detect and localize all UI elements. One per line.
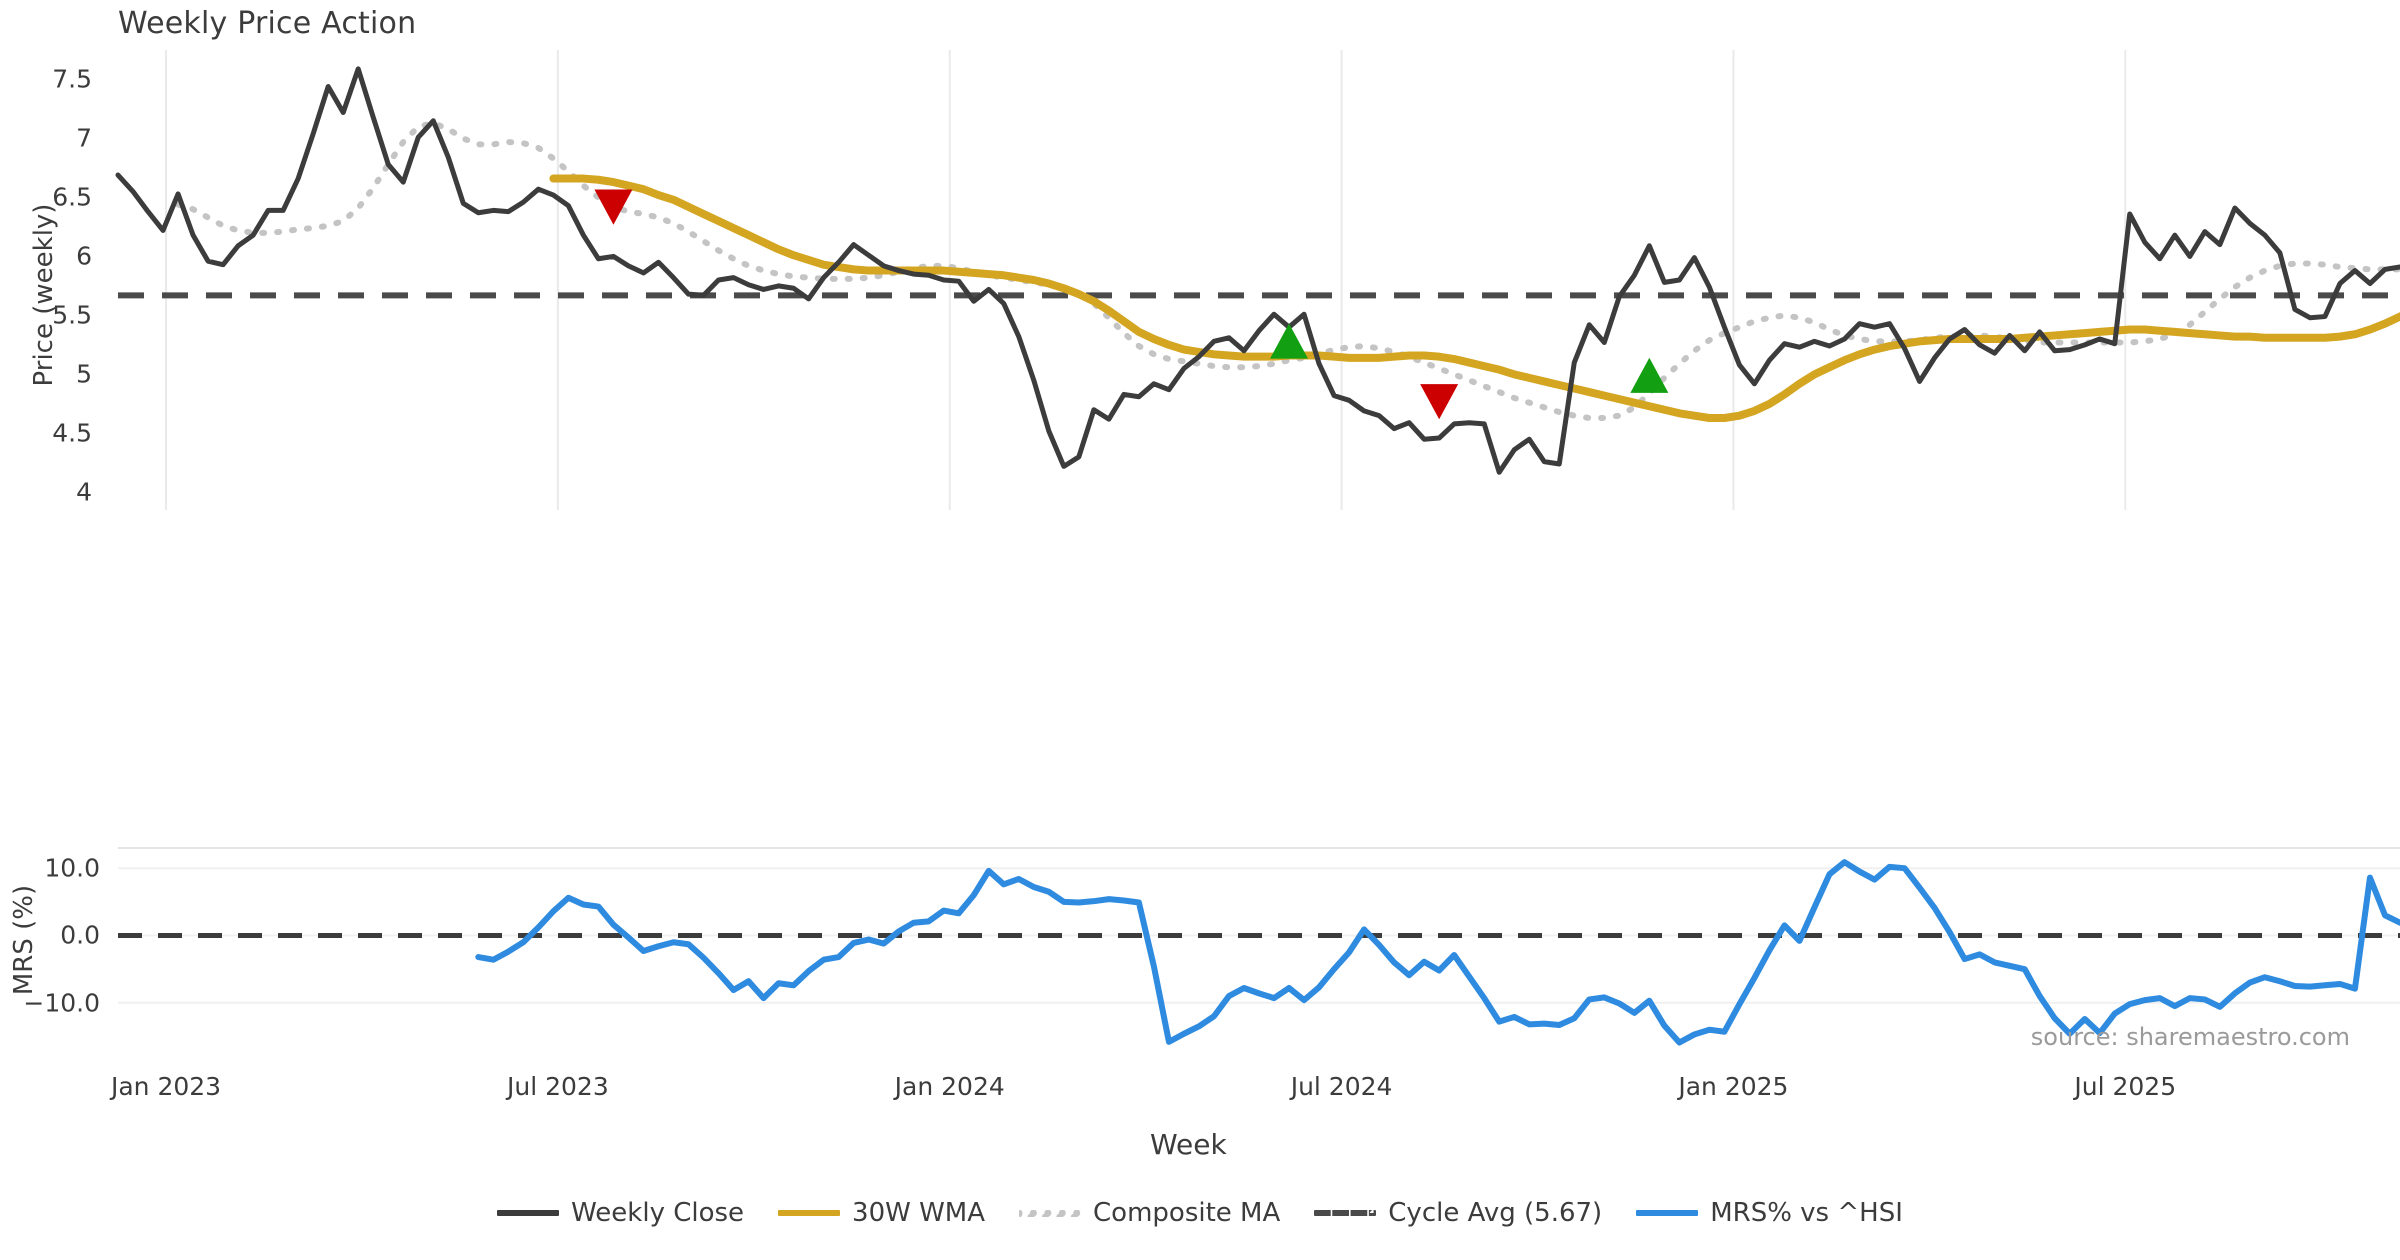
series-mrs (475, 859, 2400, 1046)
page-title: Weekly Price Action (118, 6, 417, 41)
chart-legend: Weekly Close 30W WMA Composite MA Cycle Avg… (0, 1198, 2400, 1228)
price-panel-bg (118, 50, 2400, 510)
x-tick: Jan 2025 (1678, 1072, 1789, 1101)
x-tick: Jan 2024 (894, 1072, 1005, 1101)
legend-label: 30W WMA (852, 1198, 986, 1228)
plot-area (115, 50, 2400, 1046)
x-tick: Jul 2025 (2074, 1072, 2177, 1101)
mrs-y-tick: −10.0 (23, 988, 100, 1018)
x-axis-label: Week (1150, 1128, 1227, 1161)
x-tick: Jul 2024 (1290, 1072, 1393, 1101)
legend-label: MRS% vs ^HSI (1710, 1198, 1903, 1228)
legend-item[interactable]: 30W WMA (778, 1198, 985, 1228)
price-y-tick: 5 (76, 359, 92, 389)
sell-signal-marker[interactable] (1420, 384, 1459, 420)
legend-label: Weekly Close (571, 1198, 745, 1228)
price-y-tick: 6 (76, 241, 92, 271)
x-tick: Jul 2023 (507, 1072, 609, 1101)
legend-item[interactable]: Cycle Avg (5.67) (1314, 1198, 1602, 1228)
legend-label: Cycle Avg (5.67) (1388, 1198, 1603, 1228)
legend-label: Composite MA (1093, 1198, 1281, 1228)
sell-signal-marker[interactable] (594, 189, 633, 225)
series-weekly-close (115, 66, 2400, 475)
price-y-tick: 6.5 (52, 182, 92, 212)
legend-item[interactable]: Composite MA (1019, 1198, 1280, 1228)
legend-swatch-dashed (1314, 1210, 1377, 1216)
x-tick: Jan 2023 (110, 1072, 222, 1101)
legend-swatch-solid (497, 1210, 560, 1216)
legend-item[interactable]: Weekly Close (497, 1198, 744, 1228)
legend-item[interactable]: MRS% vs ^HSI (1636, 1198, 1903, 1228)
price-y-tick: 4.5 (52, 418, 92, 448)
mrs-y-tick: 10.0 (44, 853, 100, 883)
price-y-tick: 4 (76, 477, 92, 507)
mrs-y-tick: 0.0 (60, 920, 100, 950)
buy-signal-marker[interactable] (1630, 357, 1669, 393)
buy-signal-marker[interactable] (1270, 323, 1309, 359)
price-y-tick: 7.5 (52, 64, 92, 94)
legend-swatch-solid (778, 1210, 841, 1216)
price-y-tick: 5.5 (52, 300, 92, 330)
price-y-tick: 7 (76, 123, 92, 153)
legend-swatch-solid (1636, 1210, 1699, 1216)
source-watermark: source: sharemaestro.com (2030, 1023, 2350, 1051)
legend-swatch-dotted (1019, 1209, 1082, 1217)
